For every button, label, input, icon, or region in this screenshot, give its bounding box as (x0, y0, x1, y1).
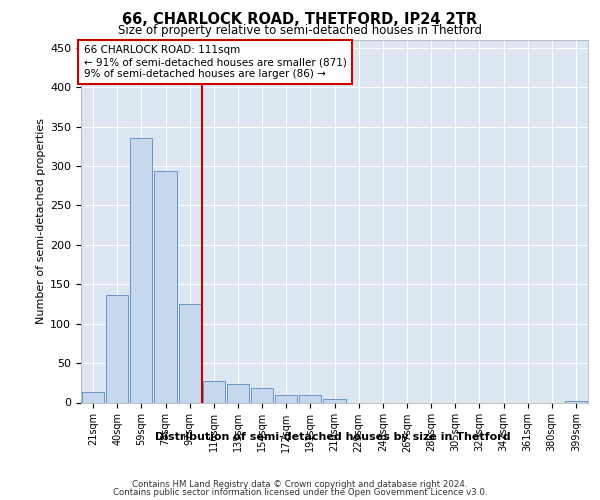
Bar (130, 138, 152, 402)
Text: Size of property relative to semi-detached houses in Thetford: Size of property relative to semi-detach… (118, 24, 482, 37)
Text: 66, CHARLOCK ROAD, THETFORD, IP24 2TR: 66, CHARLOCK ROAD, THETFORD, IP24 2TR (122, 12, 478, 28)
Bar (275, 394, 298, 402)
Bar (154, 171, 176, 402)
Bar (565, 401, 587, 402)
Bar (299, 394, 322, 402)
Text: Distribution of semi-detached houses by size in Thetford: Distribution of semi-detached houses by … (155, 432, 511, 442)
Bar (323, 400, 346, 402)
Text: 66 CHARLOCK ROAD: 111sqm
← 91% of semi-detached houses are smaller (871)
9% of s: 66 CHARLOCK ROAD: 111sqm ← 91% of semi-d… (83, 46, 346, 78)
Bar (179, 304, 201, 402)
Y-axis label: Number of semi-detached properties: Number of semi-detached properties (36, 118, 46, 324)
Text: Contains public sector information licensed under the Open Government Licence v3: Contains public sector information licen… (113, 488, 487, 497)
Bar (227, 384, 249, 402)
Bar (203, 381, 225, 402)
Bar (251, 388, 273, 402)
Bar (82, 392, 104, 402)
Bar (106, 294, 128, 403)
Text: Contains HM Land Registry data © Crown copyright and database right 2024.: Contains HM Land Registry data © Crown c… (132, 480, 468, 489)
